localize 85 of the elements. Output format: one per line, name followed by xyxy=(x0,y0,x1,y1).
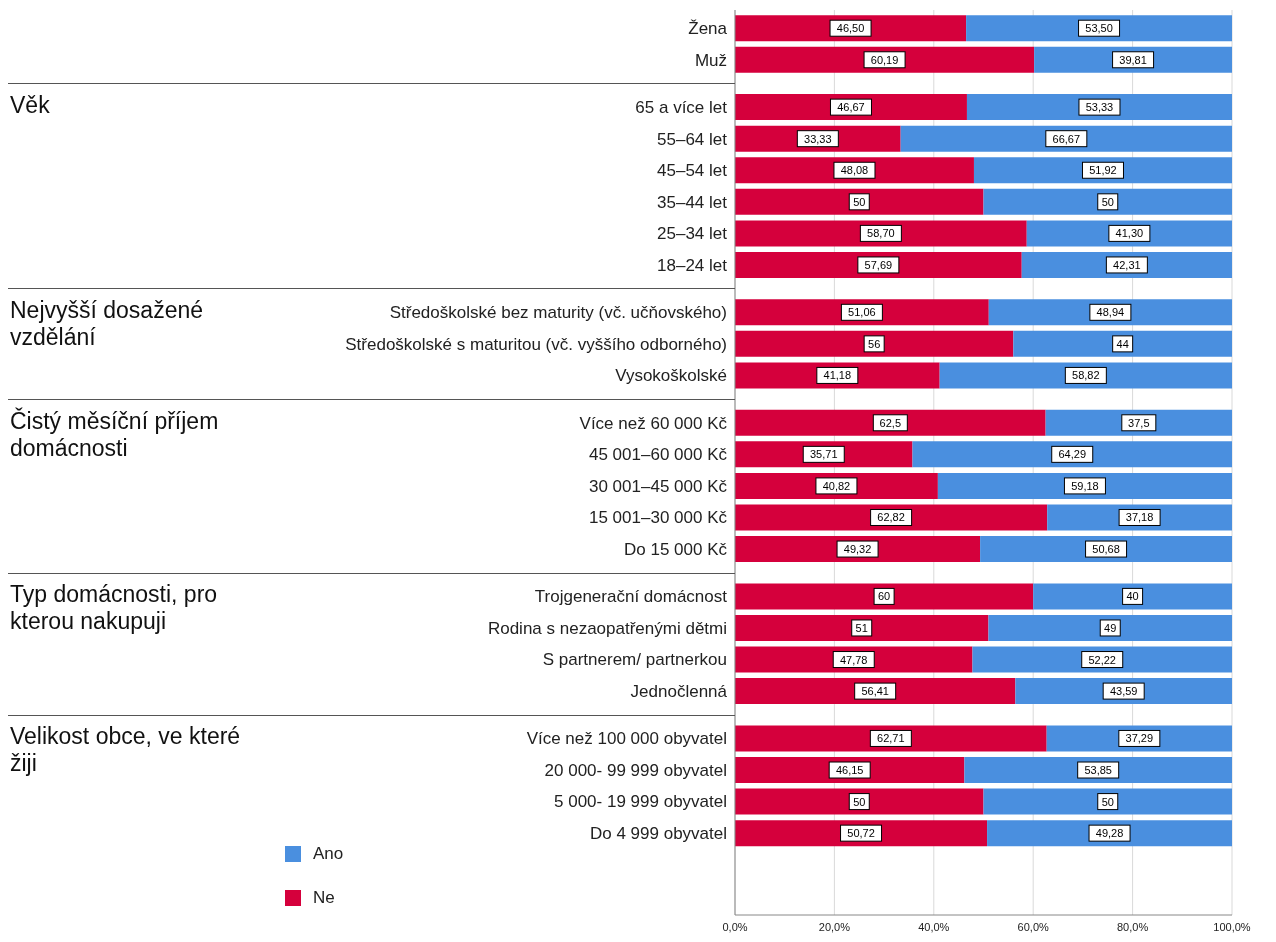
y-tick-label: Žena xyxy=(688,19,728,39)
text: Věk xyxy=(10,91,51,119)
data-label: 59,18 xyxy=(1071,479,1099,492)
data-label: 51 xyxy=(855,621,868,634)
data-label: 46,50 xyxy=(836,22,865,35)
data-label: 49,28 xyxy=(1095,827,1124,840)
data-label: 46,15 xyxy=(835,764,864,777)
y-tick-label: 20 000- 99 999 obyvatel xyxy=(544,760,727,780)
data-label: 52,22 xyxy=(1088,653,1116,666)
x-tick-label: 40,0% xyxy=(918,920,950,933)
x-tick-label: 80,0% xyxy=(1117,920,1149,933)
y-tick-label: Do 4 999 obyvatel xyxy=(589,823,727,843)
data-label: 60,19 xyxy=(870,53,899,66)
y-tick-label: 35–44 let xyxy=(657,192,728,212)
data-label: 62,82 xyxy=(877,511,905,524)
x-tick-label: 0,0% xyxy=(722,920,748,933)
data-label: 35,71 xyxy=(809,448,838,461)
data-label: 62,71 xyxy=(877,732,905,745)
data-label: 37,29 xyxy=(1125,732,1154,745)
data-label: 50,68 xyxy=(1092,543,1120,556)
data-label: 37,5 xyxy=(1128,416,1150,429)
data-label: 44 xyxy=(1116,337,1129,350)
data-label: 50 xyxy=(853,795,866,808)
y-tick-label: Středoškolské s maturitou (vč. vyššího odborného) xyxy=(345,334,727,354)
data-label: 48,08 xyxy=(840,164,869,177)
data-label: 33,33 xyxy=(804,132,832,145)
y-tick-label: Vysokoškolské xyxy=(615,366,727,386)
data-label: 42,31 xyxy=(1113,258,1141,271)
y-tick-label: 55–64 let xyxy=(657,129,728,149)
y-tick-label: Více než 60 000 Kč xyxy=(579,413,728,433)
x-tick-label: 20,0% xyxy=(818,920,851,933)
legend-label: Ano xyxy=(313,844,344,864)
data-label: 53,85 xyxy=(1084,764,1112,777)
y-tick-label: 65 a více let xyxy=(635,97,728,117)
y-tick-label: Středoškolské bez maturity (vč. učňovského) xyxy=(389,303,727,323)
data-label: 39,81 xyxy=(1119,53,1147,66)
x-tick-label: 100,0% xyxy=(1213,920,1251,933)
text: Velikost obce, ve které žiji xyxy=(10,723,242,778)
data-label: 49,32 xyxy=(843,543,872,556)
data-label: 46,67 xyxy=(837,101,865,114)
data-label: 53,50 xyxy=(1085,22,1113,35)
y-tick-label: Více než 100 000 obyvatel xyxy=(526,729,727,749)
y-tick-label: Trojgenerační domácnost xyxy=(534,587,728,607)
text: Čistý měsíční příjem domácnosti xyxy=(10,407,220,462)
data-label: 56,41 xyxy=(861,685,889,698)
y-tick-label: Muž xyxy=(694,50,727,70)
data-label: 64,29 xyxy=(1058,448,1087,461)
data-label: 43,59 xyxy=(1109,685,1138,698)
data-label: 50,72 xyxy=(847,827,875,840)
data-label: 40 xyxy=(1126,590,1139,603)
y-tick-label: Do 15 000 Kč xyxy=(623,539,728,559)
data-label: 56 xyxy=(868,337,881,350)
data-label: 50 xyxy=(1101,795,1114,808)
y-tick-label: 15 001–30 000 Kč xyxy=(588,508,728,528)
y-tick-label: 5 000- 19 999 obyvatel xyxy=(554,792,727,812)
data-label: 49 xyxy=(1104,621,1117,634)
data-label: 50 xyxy=(853,195,866,208)
data-label: 51,92 xyxy=(1089,164,1117,177)
y-tick-label: Rodina s nezaopatřenými dětmi xyxy=(487,618,727,638)
data-label: 57,69 xyxy=(864,258,893,271)
data-label: 53,33 xyxy=(1085,101,1114,114)
data-label: 60 xyxy=(877,590,891,603)
legend-label: Ne xyxy=(313,888,335,908)
data-label: 51,06 xyxy=(848,306,876,319)
x-tick-label: 60,0% xyxy=(1017,920,1050,933)
data-label: 58,82 xyxy=(1072,369,1100,382)
data-label: 41,18 xyxy=(823,369,852,382)
data-label: 62,5 xyxy=(879,416,902,429)
data-label: 50 xyxy=(1101,195,1114,208)
data-label: 41,30 xyxy=(1115,227,1144,240)
y-tick-label: 45–54 let xyxy=(657,161,728,181)
data-label: 58,70 xyxy=(867,227,895,240)
y-tick-label: Jednočlenná xyxy=(630,681,728,701)
y-tick-label: 45 001–60 000 Kč xyxy=(588,445,728,465)
data-label: 40,82 xyxy=(822,479,851,492)
y-tick-label: 18–24 let xyxy=(657,255,728,275)
data-label: 48,94 xyxy=(1096,306,1125,319)
text: Nejvyšší dosažené vzdělání xyxy=(10,297,205,352)
y-tick-label: 25–34 let xyxy=(657,224,728,244)
text: Typ domácnosti, pro kterou nakupuji xyxy=(10,581,219,636)
y-tick-label: S partnerem/ partnerkou xyxy=(542,650,727,670)
data-label: 37,18 xyxy=(1125,511,1154,524)
y-tick-label: 30 001–45 000 Kč xyxy=(588,476,728,496)
data-label: 66,67 xyxy=(1052,132,1081,145)
data-label: 47,78 xyxy=(839,653,868,666)
